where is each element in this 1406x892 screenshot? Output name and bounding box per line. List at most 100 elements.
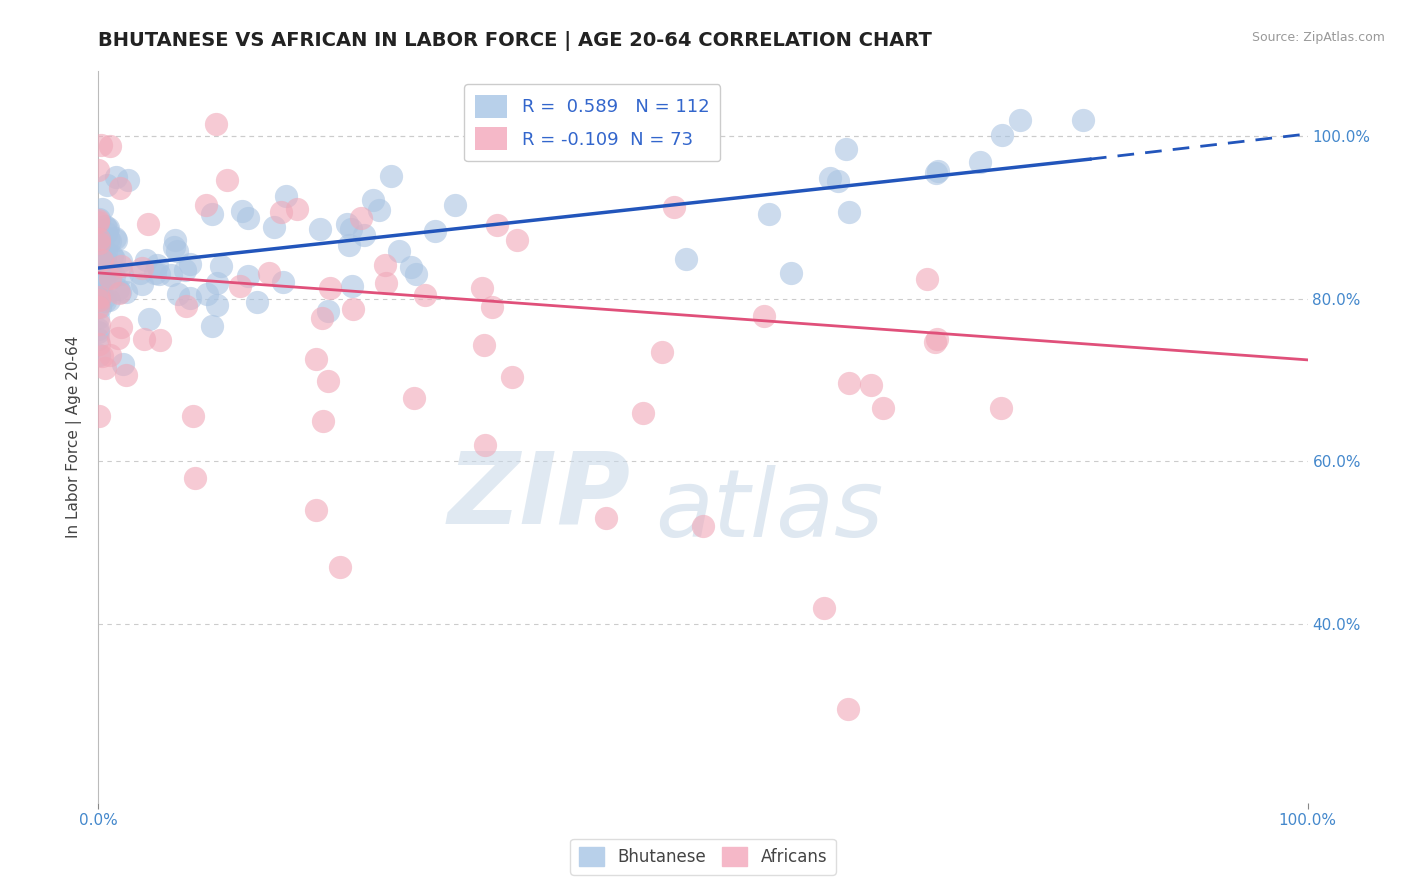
- Point: [91, 252, 114, 267]
- Point: [117, 173, 139, 187]
- Legend: Bhutanese, Africans: Bhutanese, Africans: [571, 838, 835, 875]
- Point: [350, 211, 373, 226]
- Point: [110, 320, 132, 334]
- Point: [184, 471, 207, 485]
- Point: [89, 348, 111, 362]
- Point: [104, 231, 127, 245]
- Point: [311, 311, 333, 326]
- Point: [111, 267, 134, 281]
- Point: [90, 235, 112, 249]
- Point: [105, 169, 128, 184]
- Point: [924, 335, 946, 350]
- Point: [93, 272, 115, 286]
- Point: [340, 278, 363, 293]
- Point: [353, 228, 375, 243]
- Point: [87, 163, 110, 178]
- Point: [94, 293, 117, 308]
- Point: [98, 293, 121, 307]
- Point: [87, 300, 110, 314]
- Point: [94, 226, 117, 240]
- Point: [818, 170, 841, 185]
- Text: BHUTANESE VS AFRICAN IN LABOR FORCE | AGE 20-64 CORRELATION CHART: BHUTANESE VS AFRICAN IN LABOR FORCE | AG…: [98, 31, 932, 51]
- Point: [114, 368, 136, 382]
- Point: [93, 291, 115, 305]
- Point: [90, 350, 112, 364]
- Point: [87, 212, 110, 227]
- Point: [87, 311, 110, 326]
- Point: [368, 203, 391, 218]
- Point: [927, 332, 949, 346]
- Point: [87, 226, 110, 240]
- Point: [813, 600, 835, 615]
- Point: [474, 438, 496, 452]
- Point: [413, 288, 436, 302]
- Point: [143, 266, 166, 280]
- Point: [87, 332, 110, 346]
- Point: [89, 268, 111, 282]
- Point: [100, 248, 122, 262]
- Point: [305, 352, 328, 367]
- Point: [87, 234, 110, 248]
- Point: [316, 303, 339, 318]
- Point: [595, 511, 617, 525]
- Point: [87, 252, 110, 266]
- Point: [835, 142, 858, 156]
- Point: [87, 285, 110, 299]
- Point: [380, 169, 402, 184]
- Point: [89, 301, 111, 315]
- Legend: R =  0.589   N = 112, R = -0.109  N = 73: R = 0.589 N = 112, R = -0.109 N = 73: [464, 84, 720, 161]
- Point: [860, 377, 883, 392]
- Point: [257, 266, 280, 280]
- Point: [339, 222, 361, 236]
- Point: [336, 218, 359, 232]
- Point: [375, 276, 398, 290]
- Text: ZIP: ZIP: [447, 447, 630, 544]
- Point: [271, 275, 294, 289]
- Point: [405, 267, 427, 281]
- Point: [827, 174, 849, 188]
- Point: [94, 360, 117, 375]
- Point: [308, 222, 330, 236]
- Point: [205, 277, 228, 291]
- Point: [167, 287, 190, 301]
- Point: [990, 401, 1012, 416]
- Y-axis label: In Labor Force | Age 20-64: In Labor Force | Age 20-64: [66, 336, 83, 538]
- Point: [87, 215, 110, 229]
- Point: [159, 268, 181, 282]
- Point: [87, 337, 110, 351]
- Point: [837, 702, 859, 716]
- Point: [94, 255, 117, 269]
- Point: [96, 261, 118, 276]
- Point: [110, 253, 132, 268]
- Point: [90, 138, 112, 153]
- Point: [108, 285, 131, 300]
- Point: [87, 232, 110, 246]
- Point: [87, 277, 110, 291]
- Point: [89, 290, 111, 304]
- Point: [927, 164, 949, 178]
- Text: atlas: atlas: [655, 465, 883, 556]
- Point: [1008, 113, 1031, 128]
- Point: [758, 207, 780, 221]
- Point: [229, 279, 252, 293]
- Point: [472, 338, 495, 352]
- Point: [94, 244, 117, 259]
- Point: [270, 205, 292, 219]
- Point: [305, 503, 328, 517]
- Point: [236, 211, 259, 226]
- Point: [838, 205, 860, 219]
- Point: [146, 258, 169, 272]
- Point: [339, 238, 361, 252]
- Point: [94, 262, 117, 277]
- Point: [501, 370, 523, 384]
- Point: [163, 233, 186, 247]
- Point: [692, 519, 714, 533]
- Point: [98, 347, 121, 361]
- Point: [174, 299, 197, 313]
- Point: [90, 252, 112, 267]
- Point: [915, 272, 938, 286]
- Point: [94, 219, 117, 233]
- Point: [87, 212, 110, 227]
- Point: [107, 282, 129, 296]
- Point: [89, 267, 111, 281]
